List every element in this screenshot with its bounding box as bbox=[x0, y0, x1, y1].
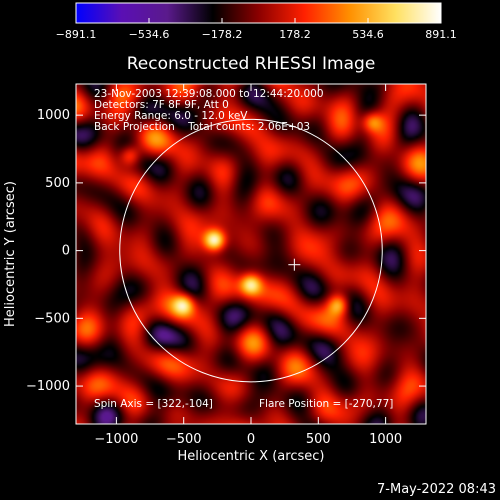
colorbar-tick-label: 534.6 bbox=[352, 28, 384, 41]
y-tick-label: 500 bbox=[45, 176, 70, 191]
info-line-energy: Energy Range: 6.0 - 12.0 keV bbox=[94, 110, 248, 122]
heatmap-image bbox=[76, 84, 426, 424]
colorbar-tick-label: −891.1 bbox=[56, 28, 97, 41]
spin-axis-text: Spin Axis = [322,-104] bbox=[94, 398, 213, 410]
x-axis-label: Heliocentric X (arcsec) bbox=[178, 449, 325, 464]
spin-axis-marker bbox=[288, 258, 301, 271]
chart-title: Reconstructed RHESSI Image bbox=[127, 54, 376, 74]
footer-timestamp: 7-May-2022 08:43 bbox=[377, 482, 496, 497]
y-tick-label: −500 bbox=[34, 311, 70, 326]
info-line-method: Back Projection Total counts: 2.06E+03 bbox=[94, 121, 310, 133]
info-line-time: 23-Nov-2003 12:39:08.000 to 12:44:20.000 bbox=[94, 88, 324, 100]
info-line-detectors: Detectors: 7F 8F 9F, Att 0 bbox=[94, 99, 229, 111]
x-tick-label: 500 bbox=[306, 432, 331, 447]
y-tick-label: 0 bbox=[62, 244, 70, 259]
colorbar-tick-label: 178.2 bbox=[279, 28, 311, 41]
x-tick-label: −1000 bbox=[94, 432, 138, 447]
y-tick-label: −1000 bbox=[26, 379, 70, 394]
colorbar-tick-label: −178.2 bbox=[202, 28, 243, 41]
colorbar bbox=[75, 2, 442, 24]
colorbar-tick-label: −534.6 bbox=[129, 28, 170, 41]
solar-limb-circle bbox=[119, 118, 383, 383]
x-tick-label: 1000 bbox=[369, 432, 402, 447]
colorbar-ticks: −891.1 −534.6 −178.2 178.2 534.6 891.1 bbox=[56, 18, 457, 41]
colorbar-tick-label: 891.1 bbox=[425, 28, 457, 41]
flare-position-text: Flare Position = [-270,77] bbox=[259, 398, 393, 410]
y-axis-ticks: −1000 −500 0 500 1000 bbox=[26, 108, 426, 394]
x-axis-ticks: −1000 −500 0 500 1000 bbox=[94, 84, 402, 447]
x-tick-label: 0 bbox=[247, 432, 255, 447]
y-axis-label: Heliocentric Y (arcsec) bbox=[3, 181, 18, 327]
x-tick-label: −500 bbox=[166, 432, 202, 447]
y-tick-label: 1000 bbox=[37, 108, 70, 123]
plot-area bbox=[76, 84, 426, 424]
